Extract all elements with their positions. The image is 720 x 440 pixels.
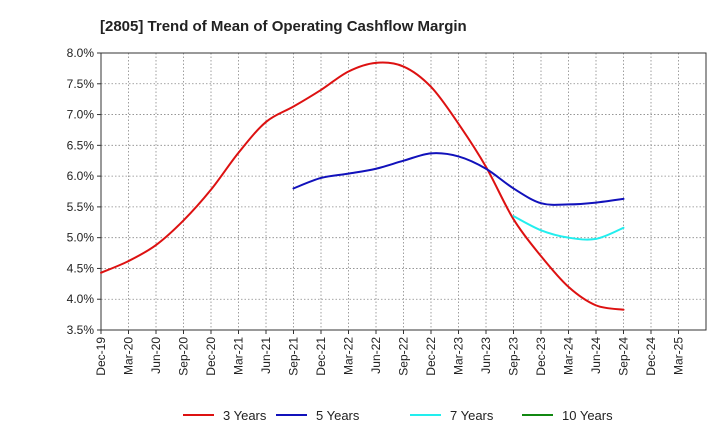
x-tick-label: Dec-19 <box>94 337 108 376</box>
series-lines <box>100 61 625 311</box>
x-tick-label: Sep-23 <box>507 337 521 376</box>
x-tick-label: Mar-25 <box>672 337 686 375</box>
y-tick-label: 5.5% <box>67 200 95 214</box>
x-tick-label: Mar-22 <box>342 337 356 375</box>
x-tick-label: Jun-20 <box>149 337 163 374</box>
x-tick-label: Mar-23 <box>452 337 466 375</box>
y-tick-label: 4.0% <box>67 292 95 306</box>
x-tick-label: Dec-23 <box>534 337 548 376</box>
legend-label-5-years: 5 Years <box>316 408 360 423</box>
legend: 3 Years 5 Years 7 Years 10 Years <box>183 408 613 423</box>
legend-label-10-years: 10 Years <box>562 408 613 423</box>
x-tick-label: Sep-20 <box>177 337 191 376</box>
y-tick-label: 5.0% <box>67 231 95 245</box>
grid <box>101 53 706 330</box>
chart-title: [2805] Trend of Mean of Operating Cashfl… <box>100 18 467 35</box>
y-tick-label: 6.5% <box>67 138 95 152</box>
y-tick-label: 6.0% <box>67 169 95 183</box>
legend-label-7-years: 7 Years <box>450 408 494 423</box>
x-tick-label: Jun-21 <box>259 337 273 374</box>
x-tick-label: Dec-21 <box>314 337 328 376</box>
y-axis: 3.5% 4.0% 4.5% 5.0% 5.5% 6.0% 6.5% 7.0% 7.5% 8.0% <box>67 46 101 337</box>
y-tick-label: 7.0% <box>67 108 95 122</box>
series-line-3-years <box>100 61 625 311</box>
x-tick-label: Mar-21 <box>232 337 246 375</box>
x-tick-label: Sep-24 <box>617 337 631 376</box>
x-tick-label: Mar-20 <box>122 337 136 375</box>
y-tick-label: 8.0% <box>67 46 95 60</box>
x-tick-label: Sep-21 <box>287 337 301 376</box>
series-line-7-years <box>512 215 625 241</box>
legend-label-3-years: 3 Years <box>223 408 267 423</box>
y-tick-label: 4.5% <box>67 261 95 275</box>
x-tick-label: Mar-24 <box>562 337 576 375</box>
y-tick-label: 7.5% <box>67 77 95 91</box>
x-axis: Dec-19 Mar-20 Jun-20 Sep-20 Dec-20 Mar-21 Jun-… <box>94 330 686 376</box>
x-tick-label: Jun-24 <box>589 337 603 374</box>
series-line-5-years <box>292 152 625 206</box>
x-tick-label: Jun-23 <box>479 337 493 374</box>
x-tick-label: Dec-24 <box>644 337 658 376</box>
y-tick-label: 3.5% <box>67 323 95 337</box>
x-tick-label: Jun-22 <box>369 337 383 374</box>
x-tick-label: Sep-22 <box>397 337 411 376</box>
x-tick-label: Dec-22 <box>424 337 438 376</box>
x-tick-label: Dec-20 <box>204 337 218 376</box>
